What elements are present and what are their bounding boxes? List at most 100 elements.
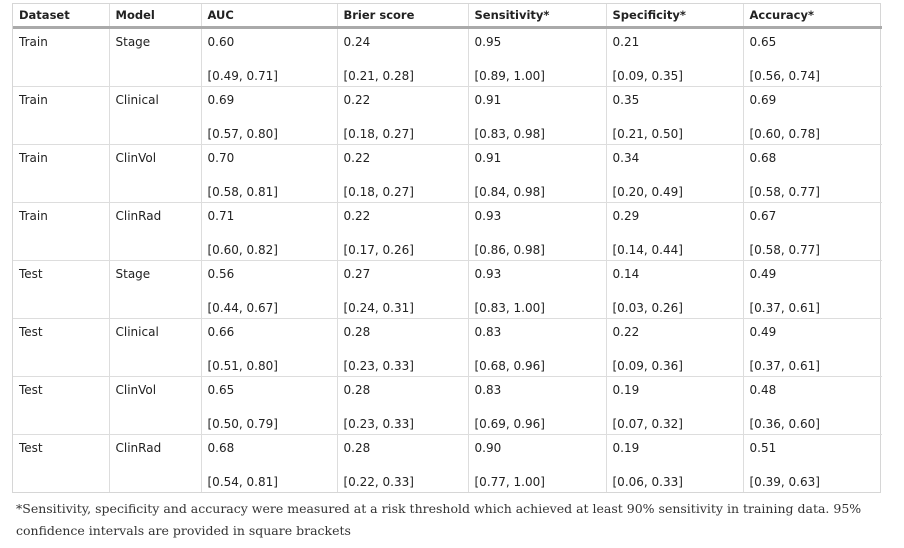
header-dataset: Dataset [13,4,110,29]
cell-spec: 0.35 [0.21, 0.50] [606,86,744,145]
cell-brier: 0.24 [0.21, 0.28] [337,27,469,87]
cell-acc: 0.67 [0.58, 0.77] [743,202,882,261]
cell-auc: 0.60 [0.49, 0.71] [201,27,338,87]
cell-acc: 0.48 [0.36, 0.60] [743,376,882,435]
cell-acc: 0.49 [0.37, 0.61] [743,318,882,377]
sens-confidence-interval: [0.69, 0.96] [474,417,545,431]
cell-spec: 0.22 [0.09, 0.36] [606,318,744,377]
header-specificity: Specificity* [606,4,744,29]
header-sensitivity: Sensitivity* [468,4,607,29]
cell-spec: 0.19 [0.07, 0.32] [606,376,744,435]
sens-value: 0.91 [474,151,502,165]
auc-confidence-interval: [0.54, 0.81] [207,475,278,489]
sens-confidence-interval: [0.86, 0.98] [474,243,545,257]
cell-brier: 0.28 [0.22, 0.33] [337,434,469,492]
spec-value: 0.29 [612,209,640,223]
table-body: Train Stage 0.60 [0.49, 0.71] 0.24 [0.21, 0.2… [13,27,882,492]
cell-sens: 0.83 [0.69, 0.96] [468,376,607,435]
acc-value: 0.69 [749,93,777,107]
brier-confidence-interval: [0.18, 0.27] [343,185,414,199]
cell-dataset: Test [13,318,110,377]
cell-model: ClinVol [109,144,202,203]
sens-value: 0.83 [474,325,502,339]
cell-brier: 0.22 [0.18, 0.27] [337,144,469,203]
auc-value: 0.68 [207,441,235,455]
cell-dataset: Train [13,202,110,261]
sens-value: 0.95 [474,35,502,49]
sens-confidence-interval: [0.77, 1.00] [474,475,545,489]
auc-value: 0.60 [207,35,235,49]
cell-auc: 0.65 [0.50, 0.79] [201,376,338,435]
acc-value: 0.49 [749,267,777,281]
acc-value: 0.51 [749,441,777,455]
results-table-container: Dataset Model AUC Brier score Sensitivit… [12,3,882,493]
table-row: Train ClinVol 0.70 [0.58, 0.81] 0.22 [0.18, 0… [13,144,882,203]
spec-confidence-interval: [0.06, 0.33] [612,475,683,489]
auc-confidence-interval: [0.51, 0.80] [207,359,278,373]
cell-auc: 0.71 [0.60, 0.82] [201,202,338,261]
brier-value: 0.22 [343,93,371,107]
brier-value: 0.28 [343,383,371,397]
spec-value: 0.19 [612,383,640,397]
table-row: Train Clinical 0.69 [0.57, 0.80] 0.22 [0.18, … [13,86,882,145]
sens-confidence-interval: [0.83, 1.00] [474,301,545,315]
cell-dataset: Train [13,144,110,203]
header-model: Model [109,4,202,29]
auc-confidence-interval: [0.49, 0.71] [207,69,278,83]
brier-value: 0.27 [343,267,371,281]
auc-value: 0.66 [207,325,235,339]
spec-confidence-interval: [0.03, 0.26] [612,301,683,315]
spec-value: 0.14 [612,267,640,281]
table-row: Test Stage 0.56 [0.44, 0.67] 0.27 [0.24, 0.31… [13,260,882,319]
cell-model: Clinical [109,86,202,145]
spec-confidence-interval: [0.09, 0.35] [612,69,683,83]
acc-confidence-interval: [0.36, 0.60] [749,417,820,431]
cell-sens: 0.91 [0.84, 0.98] [468,144,607,203]
spec-value: 0.22 [612,325,640,339]
sens-value: 0.90 [474,441,502,455]
brier-value: 0.28 [343,325,371,339]
cell-auc: 0.69 [0.57, 0.80] [201,86,338,145]
spec-value: 0.21 [612,35,640,49]
auc-value: 0.65 [207,383,235,397]
cell-brier: 0.22 [0.17, 0.26] [337,202,469,261]
cell-spec: 0.29 [0.14, 0.44] [606,202,744,261]
sens-confidence-interval: [0.68, 0.96] [474,359,545,373]
cell-brier: 0.28 [0.23, 0.33] [337,376,469,435]
table-header-row: Dataset Model AUC Brier score Sensitivit… [13,4,882,29]
acc-value: 0.67 [749,209,777,223]
auc-value: 0.71 [207,209,235,223]
sens-confidence-interval: [0.83, 0.98] [474,127,545,141]
cell-model: ClinRad [109,434,202,492]
cell-sens: 0.93 [0.83, 1.00] [468,260,607,319]
spec-confidence-interval: [0.20, 0.49] [612,185,683,199]
sens-value: 0.93 [474,209,502,223]
cell-model: Stage [109,260,202,319]
cell-spec: 0.34 [0.20, 0.49] [606,144,744,203]
cell-sens: 0.91 [0.83, 0.98] [468,86,607,145]
auc-confidence-interval: [0.58, 0.81] [207,185,278,199]
table-row: Train Stage 0.60 [0.49, 0.71] 0.24 [0.21, 0.2… [13,27,882,87]
acc-value: 0.65 [749,35,777,49]
sens-value: 0.83 [474,383,502,397]
cell-sens: 0.90 [0.77, 1.00] [468,434,607,492]
auc-confidence-interval: [0.57, 0.80] [207,127,278,141]
cell-auc: 0.70 [0.58, 0.81] [201,144,338,203]
cell-dataset: Test [13,434,110,492]
header-auc: AUC [201,4,338,29]
sens-confidence-interval: [0.84, 0.98] [474,185,545,199]
auc-value: 0.69 [207,93,235,107]
acc-value: 0.49 [749,325,777,339]
brier-value: 0.22 [343,209,371,223]
spec-confidence-interval: [0.21, 0.50] [612,127,683,141]
acc-confidence-interval: [0.58, 0.77] [749,185,820,199]
spec-confidence-interval: [0.09, 0.36] [612,359,683,373]
brier-value: 0.24 [343,35,371,49]
spec-confidence-interval: [0.07, 0.32] [612,417,683,431]
cell-auc: 0.66 [0.51, 0.80] [201,318,338,377]
header-brier-score: Brier score [337,4,469,29]
cell-spec: 0.21 [0.09, 0.35] [606,27,744,87]
cell-dataset: Train [13,86,110,145]
acc-confidence-interval: [0.58, 0.77] [749,243,820,257]
cell-spec: 0.14 [0.03, 0.26] [606,260,744,319]
